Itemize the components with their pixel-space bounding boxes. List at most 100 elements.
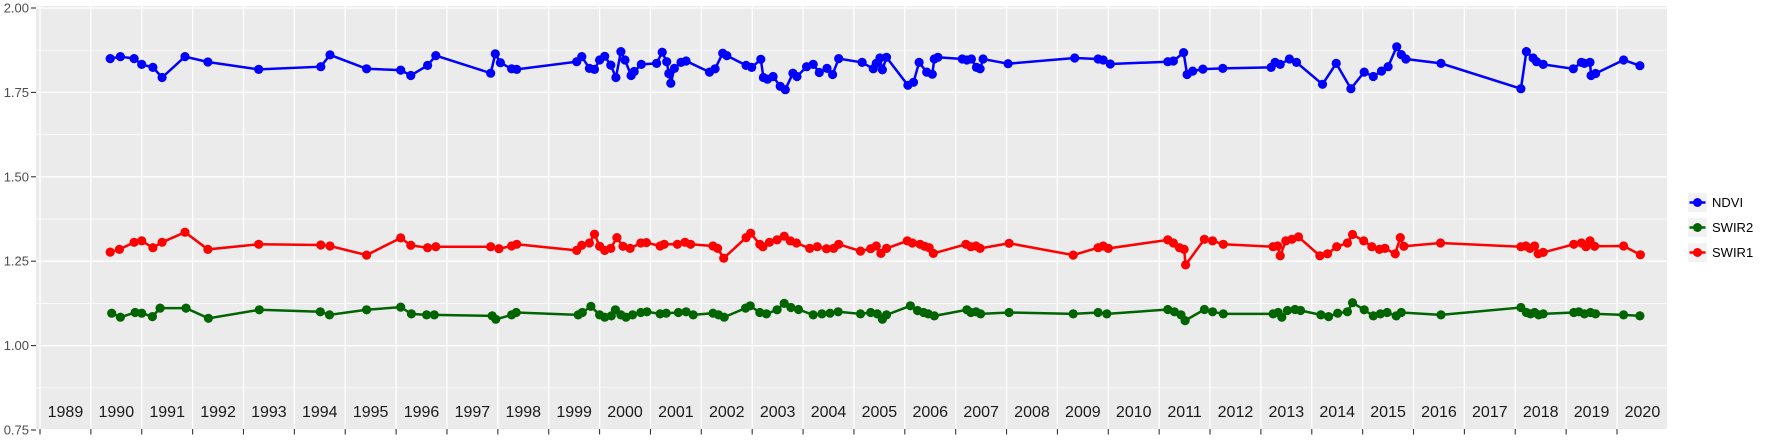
data-point bbox=[855, 309, 866, 319]
data-point bbox=[1436, 310, 1446, 320]
data-point bbox=[203, 244, 213, 254]
data-point bbox=[642, 307, 652, 317]
data-point bbox=[491, 314, 501, 324]
x-tick-label: 2008 bbox=[1014, 404, 1050, 421]
data-point bbox=[833, 307, 843, 317]
data-point bbox=[681, 56, 691, 66]
legend-key-swir1 bbox=[1688, 243, 1707, 262]
data-point bbox=[1538, 59, 1548, 69]
data-point bbox=[929, 311, 939, 321]
data-point bbox=[325, 50, 335, 60]
x-tick-label: 2020 bbox=[1625, 404, 1661, 421]
x-tick-label: 2003 bbox=[760, 404, 796, 421]
data-point bbox=[362, 64, 372, 74]
data-point bbox=[636, 59, 646, 69]
data-point bbox=[1273, 241, 1283, 251]
data-point bbox=[1218, 63, 1228, 73]
data-point bbox=[1635, 250, 1645, 260]
data-point bbox=[1619, 310, 1629, 320]
data-point bbox=[662, 57, 672, 67]
data-point bbox=[406, 309, 416, 319]
data-point bbox=[324, 310, 335, 320]
plot-panel bbox=[36, 6, 1667, 429]
data-point bbox=[1168, 56, 1178, 66]
legend-point-glyph bbox=[1693, 248, 1702, 257]
data-point bbox=[1516, 84, 1526, 94]
data-point bbox=[688, 310, 698, 320]
data-point bbox=[1004, 307, 1014, 318]
data-point bbox=[914, 57, 924, 67]
legend-item-ndvi: NDVI bbox=[1688, 193, 1753, 212]
data-point bbox=[855, 246, 866, 256]
x-tick-label: 1999 bbox=[556, 404, 592, 421]
y-tick-label: 1.25 bbox=[4, 254, 29, 269]
data-point bbox=[857, 57, 867, 67]
data-point bbox=[137, 59, 147, 69]
data-point bbox=[1218, 309, 1228, 319]
data-point bbox=[396, 233, 406, 243]
data-point bbox=[512, 239, 522, 249]
data-point bbox=[1315, 251, 1325, 261]
data-point bbox=[1530, 241, 1540, 251]
data-point bbox=[1208, 307, 1218, 317]
y-tick-label: 1.75 bbox=[4, 85, 29, 100]
data-point bbox=[681, 307, 691, 317]
data-point bbox=[107, 308, 117, 318]
data-point bbox=[661, 308, 671, 318]
data-point bbox=[254, 305, 264, 315]
data-point bbox=[1395, 233, 1405, 243]
data-point bbox=[1635, 61, 1645, 71]
data-point bbox=[180, 52, 190, 62]
data-point bbox=[966, 54, 977, 64]
data-point bbox=[115, 52, 125, 62]
data-point bbox=[486, 68, 496, 78]
data-point bbox=[1068, 250, 1078, 260]
data-point bbox=[834, 54, 844, 64]
series-swir1 bbox=[105, 227, 1645, 270]
data-point bbox=[871, 241, 881, 251]
data-point bbox=[137, 308, 147, 318]
data-point bbox=[976, 309, 986, 319]
data-point bbox=[1103, 243, 1113, 253]
data-point bbox=[657, 47, 667, 57]
data-point bbox=[1333, 308, 1343, 318]
data-point bbox=[1180, 316, 1190, 326]
data-point bbox=[1316, 310, 1326, 320]
data-point bbox=[792, 71, 802, 82]
data-point bbox=[1436, 58, 1446, 68]
data-point bbox=[825, 308, 835, 318]
data-point bbox=[423, 243, 433, 253]
x-tick-label: 2018 bbox=[1523, 404, 1559, 421]
data-point bbox=[431, 51, 441, 61]
data-point bbox=[490, 49, 500, 59]
legend-label-swir1: SWIR1 bbox=[1712, 245, 1754, 260]
data-point bbox=[137, 236, 147, 246]
x-tick-label: 2001 bbox=[658, 404, 694, 421]
data-point bbox=[722, 51, 732, 61]
data-point bbox=[822, 63, 832, 73]
data-point bbox=[793, 304, 804, 315]
data-point bbox=[877, 65, 888, 75]
x-tick-label: 2011 bbox=[1167, 404, 1202, 421]
data-point bbox=[1590, 241, 1600, 251]
data-point bbox=[105, 54, 115, 64]
data-point bbox=[745, 301, 755, 311]
data-point bbox=[620, 55, 630, 65]
data-point bbox=[600, 51, 610, 61]
x-tick-label: 2016 bbox=[1421, 404, 1457, 421]
data-point bbox=[1342, 307, 1352, 317]
data-point bbox=[611, 72, 621, 83]
data-point bbox=[1208, 236, 1218, 246]
x-tick-label: 1998 bbox=[505, 404, 541, 421]
data-point bbox=[812, 242, 822, 252]
data-point bbox=[429, 310, 439, 320]
data-point bbox=[486, 242, 496, 252]
data-point bbox=[791, 238, 802, 248]
data-point bbox=[129, 237, 139, 247]
data-point bbox=[1068, 309, 1078, 319]
legend-key-swir2 bbox=[1688, 218, 1707, 237]
data-point bbox=[764, 237, 775, 247]
data-point bbox=[325, 241, 335, 251]
data-point bbox=[1296, 305, 1306, 316]
data-point bbox=[1102, 309, 1112, 319]
